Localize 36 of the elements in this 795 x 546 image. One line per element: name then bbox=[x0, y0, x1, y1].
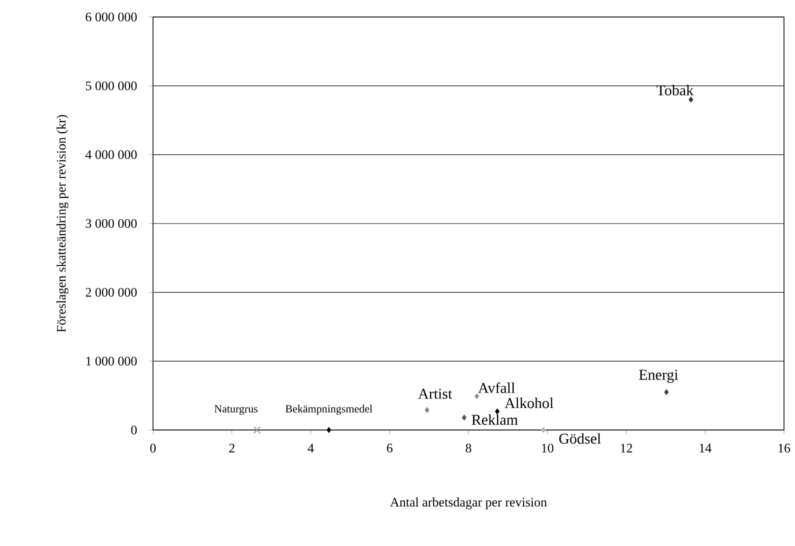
point bbox=[664, 389, 669, 396]
x-tick-label: 14 bbox=[700, 444, 712, 452]
x-tick-label: 10 bbox=[542, 444, 554, 453]
point bbox=[424, 407, 430, 414]
x-tick-label: 2 bbox=[229, 444, 234, 452]
x-tick-label: 6 bbox=[386, 444, 392, 453]
point bbox=[326, 426, 332, 433]
series-label: Naturgrus bbox=[214, 405, 258, 415]
point bbox=[253, 426, 261, 434]
x-tick-label: 0 bbox=[150, 444, 156, 453]
point bbox=[474, 393, 480, 400]
series-label: Tobak bbox=[656, 84, 694, 96]
x-tick-label: 4 bbox=[308, 444, 314, 452]
series-label: Artist bbox=[418, 388, 452, 399]
x-tick-label: 16 bbox=[778, 444, 790, 453]
series-label: Energi bbox=[639, 370, 678, 383]
x-tick-label: 12 bbox=[620, 444, 632, 452]
series-label: Alkohol bbox=[504, 398, 554, 408]
series-label: Bekämpningsmedel bbox=[286, 404, 372, 415]
y-tick-label: 4 000 000 bbox=[85, 150, 137, 160]
series-label: Reklam bbox=[472, 414, 518, 425]
y-tick-label: 5 000 000 bbox=[86, 81, 137, 90]
y-axis-title: Föreslagen skatteändring per revision (kr) bbox=[56, 115, 68, 332]
point bbox=[541, 426, 546, 433]
x-axis-title: Antal arbetsdagar per revision bbox=[390, 497, 547, 510]
point bbox=[462, 414, 466, 421]
y-tick-label: 6 000 000 bbox=[86, 12, 137, 22]
x-tick-label: 8 bbox=[466, 444, 472, 453]
series-label: Gödsel bbox=[559, 433, 601, 444]
point bbox=[494, 408, 500, 414]
y-tick-label: 3 000 000 bbox=[86, 219, 137, 228]
y-tick-label: 0 bbox=[131, 426, 137, 434]
point bbox=[688, 96, 694, 103]
y-tick-label: 2 000 000 bbox=[86, 288, 137, 297]
series-label: Avfall bbox=[478, 382, 515, 394]
y-tick-label: 1 000 000 bbox=[86, 356, 137, 366]
